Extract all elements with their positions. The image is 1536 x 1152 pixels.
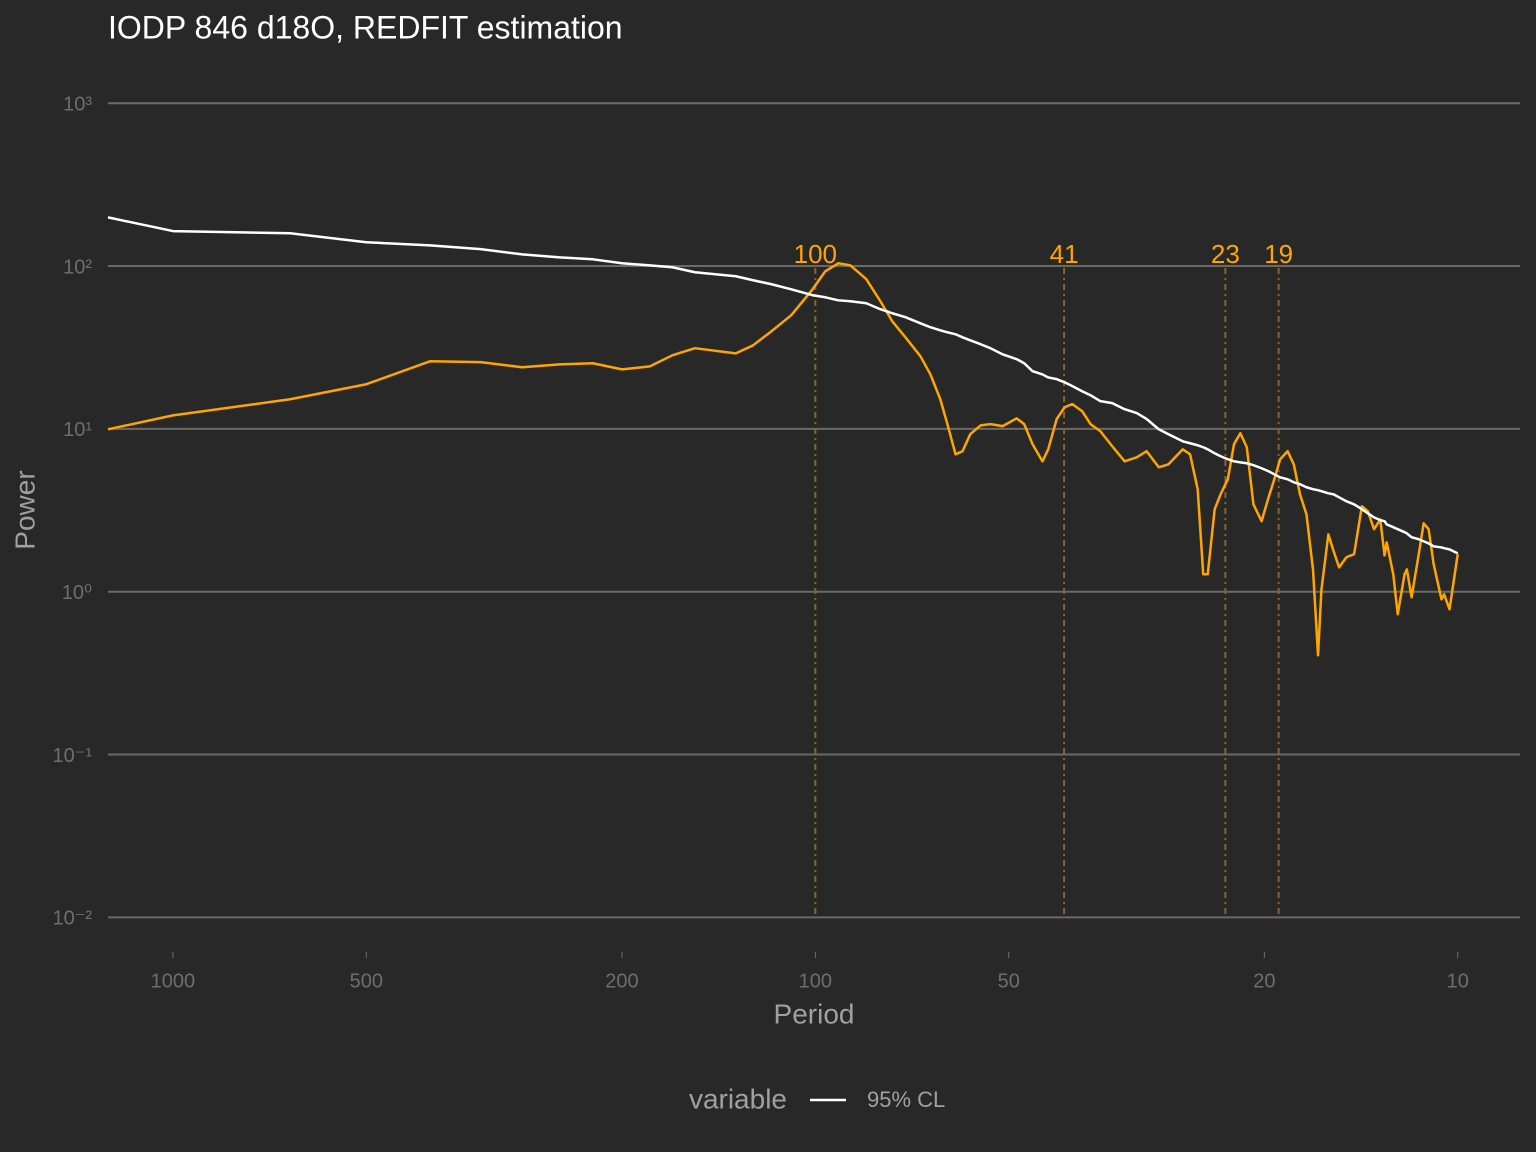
x-tick-label: 100 bbox=[799, 970, 832, 992]
y-tick-label: 10⁻¹ bbox=[53, 745, 93, 767]
x-tick-label: 20 bbox=[1253, 970, 1275, 992]
reference-label: 41 bbox=[1050, 239, 1079, 269]
x-tick-label: 1000 bbox=[151, 970, 196, 992]
y-tick-label: 10⁻² bbox=[53, 908, 93, 930]
legend-title: variable bbox=[689, 1083, 787, 1114]
x-axis-title: Period bbox=[774, 998, 855, 1029]
chart-title: IODP 846 d18O, REDFIT estimation bbox=[108, 9, 623, 45]
x-tick-label: 10 bbox=[1447, 970, 1469, 992]
x-tick-label: 500 bbox=[350, 970, 383, 992]
reference-label: 100 bbox=[794, 239, 837, 269]
x-tick-label: 200 bbox=[605, 970, 638, 992]
x-tick-label: 50 bbox=[998, 970, 1020, 992]
y-tick-label: 10³ bbox=[63, 94, 92, 116]
series-line bbox=[107, 216, 1459, 555]
y-tick-label: 10² bbox=[63, 256, 92, 278]
y-axis-title: Power bbox=[9, 470, 40, 549]
legend-label: 95% CL bbox=[867, 1087, 945, 1112]
reference-label: 19 bbox=[1264, 239, 1293, 269]
y-tick-label: 10¹ bbox=[63, 419, 92, 441]
reference-label: 23 bbox=[1211, 239, 1240, 269]
y-tick-label: 10⁰ bbox=[62, 582, 92, 604]
series-line bbox=[107, 262, 1459, 657]
